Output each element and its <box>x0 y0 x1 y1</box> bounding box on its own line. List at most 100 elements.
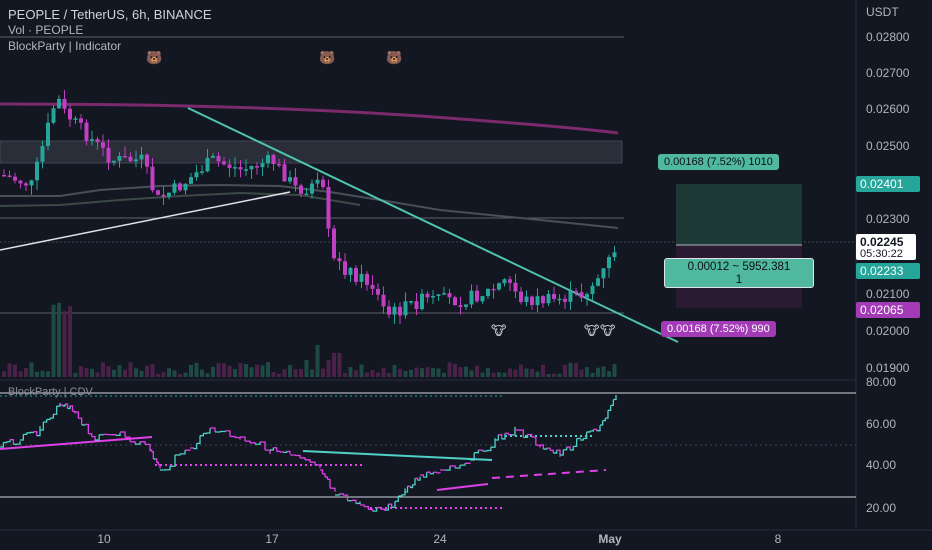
volume-bar <box>376 372 380 377</box>
price-tick-label: 0.02700 <box>866 66 910 80</box>
volume-bar <box>370 369 375 377</box>
volume-bar <box>134 368 138 377</box>
candle <box>387 306 391 315</box>
volume-bar <box>35 371 39 377</box>
price-tick-label: 0.02000 <box>866 324 910 338</box>
support-trendline <box>0 191 291 251</box>
candle <box>117 156 122 161</box>
symbol-title[interactable]: PEOPLE / TetherUS, 6h, BINANCE <box>8 7 212 22</box>
volume-bar <box>568 362 573 377</box>
volume-bar <box>315 344 320 377</box>
volume-bar <box>183 372 188 377</box>
candle <box>365 273 369 285</box>
volume-bar <box>73 372 78 377</box>
candle <box>299 185 303 194</box>
time-tick-label: 24 <box>433 532 447 546</box>
volume-bar <box>40 370 45 377</box>
candle <box>541 296 545 304</box>
candle <box>249 165 254 170</box>
candle <box>40 146 45 162</box>
volume-bar <box>326 360 331 377</box>
volume-bar <box>29 362 34 377</box>
volume-bar <box>519 364 523 377</box>
volume-bar <box>557 373 562 377</box>
candle <box>200 171 204 173</box>
time-tick-label: 17 <box>265 532 279 546</box>
candle <box>134 159 138 162</box>
volume-bar <box>293 369 298 377</box>
stop-label[interactable]: 0.00168 (7.52%) 990 <box>661 321 776 337</box>
volume-bar <box>524 368 529 377</box>
volume-bar <box>266 362 270 377</box>
volume-bar <box>139 370 144 377</box>
candle <box>508 279 512 283</box>
candle <box>112 160 116 163</box>
ma-green-line <box>0 191 361 207</box>
candle <box>453 297 457 306</box>
volume-bar <box>392 364 397 377</box>
candle <box>612 252 617 258</box>
volume-bar <box>90 368 94 377</box>
volume-bar <box>172 370 177 377</box>
profit-zone <box>676 184 802 245</box>
volume-bar <box>497 372 501 377</box>
candle <box>310 183 314 194</box>
candle <box>557 298 562 301</box>
volume-bar <box>343 372 347 377</box>
volume-bar <box>79 366 83 377</box>
volume-bar <box>530 368 534 377</box>
position-info-line2: 1 <box>735 274 743 286</box>
target-label[interactable]: 0.00168 (7.52%) 1010 <box>658 154 779 170</box>
candle <box>458 305 463 307</box>
candle <box>425 293 430 298</box>
candle <box>546 293 551 304</box>
volume-bar <box>403 371 408 377</box>
volume-bar <box>216 363 221 377</box>
volume-bar <box>486 368 490 377</box>
volume-bar <box>585 367 589 377</box>
candle <box>90 139 94 141</box>
volume-bar <box>442 372 446 377</box>
candle <box>491 288 496 291</box>
candle <box>227 164 232 169</box>
candle <box>552 293 556 299</box>
volume-legend[interactable]: Vol · PEOPLE <box>8 23 84 37</box>
volume-bar <box>178 373 182 377</box>
volume-bar <box>612 363 617 377</box>
candle <box>260 163 265 168</box>
indicator-legend[interactable]: BlockParty | Indicator <box>8 39 122 53</box>
volume-bar <box>227 365 232 377</box>
candle <box>211 155 215 158</box>
cow-face-icon: 🐮 <box>600 323 616 338</box>
candle <box>359 273 364 282</box>
volume-bar <box>414 367 419 377</box>
candle <box>343 261 347 275</box>
volume-bar <box>332 352 336 377</box>
candle <box>607 257 611 269</box>
candle <box>414 301 419 310</box>
volume-bar <box>222 363 226 377</box>
price-tick-label: 0.02300 <box>866 212 910 226</box>
volume-bar <box>238 363 243 377</box>
volume-bar <box>13 364 17 377</box>
bear-face-icon: 🐻 <box>386 50 403 65</box>
candle <box>156 190 160 195</box>
volume-bar <box>156 373 160 377</box>
candle <box>398 306 402 316</box>
time-tick-label: May <box>598 532 622 546</box>
cow-face-icon: 🐮 <box>584 323 600 338</box>
volume-bar <box>282 369 287 377</box>
volume-bar <box>590 372 595 377</box>
volume-bar <box>310 369 314 377</box>
volume-bar <box>277 373 281 377</box>
volume-bar <box>552 373 556 377</box>
candle <box>420 293 424 310</box>
position-info-box[interactable]: 0.00012 ~ 5952.381 1 <box>664 258 814 288</box>
candle <box>178 183 182 191</box>
candle <box>167 192 171 197</box>
volume-bar <box>112 369 116 377</box>
take-profit-price-tag: 0.02401 <box>856 176 920 192</box>
cdv-legend[interactable]: BlockParty | CDV <box>8 386 93 398</box>
candle <box>590 285 595 295</box>
